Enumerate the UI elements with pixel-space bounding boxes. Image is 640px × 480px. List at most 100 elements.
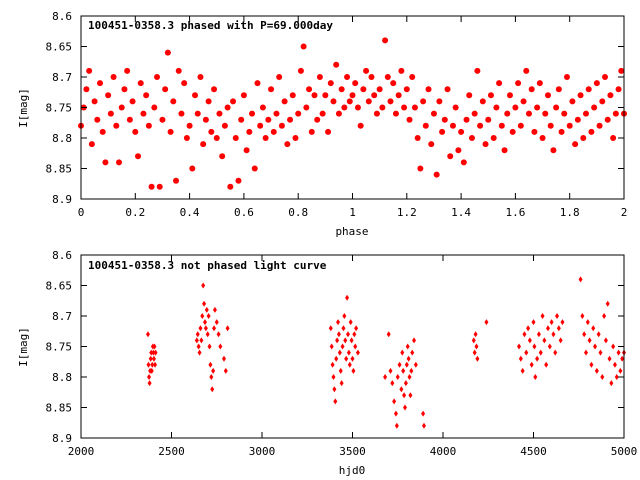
unphased-data-point xyxy=(200,313,205,319)
unphased-data-point xyxy=(209,374,214,380)
unphased-data-point xyxy=(395,374,400,380)
phased-data-point xyxy=(487,92,494,99)
unphased-data-point xyxy=(591,325,596,332)
phased-data-point xyxy=(398,67,405,74)
phased-data-point xyxy=(601,74,608,80)
phased-data-point xyxy=(175,67,182,74)
phased-data-point xyxy=(618,67,625,74)
phased-data-point xyxy=(425,86,432,93)
phased-data-point xyxy=(496,80,503,87)
phased-data-point xyxy=(135,153,142,160)
phased-data-point xyxy=(197,74,204,80)
unphased-data-point xyxy=(401,367,406,374)
unphased-data-point xyxy=(201,282,206,289)
phased-data-point xyxy=(525,110,532,117)
unphased-data-point xyxy=(383,374,388,380)
unphased-data-point xyxy=(529,361,534,368)
phased-data-point xyxy=(268,86,275,93)
phased-data-point xyxy=(200,141,207,148)
phased-data-point xyxy=(83,86,90,93)
unphased-data-point xyxy=(350,355,355,362)
phased-data-point xyxy=(607,92,614,99)
unphased-axis-ticks: 2000 2500 3000 3500 4000 4500 5000 8.6 8.65 8.7 8.… xyxy=(46,249,638,458)
unphased-x-tick-label: 3500 xyxy=(339,445,366,458)
phased-data-point xyxy=(433,171,440,178)
unphased-data-point xyxy=(589,361,594,368)
phased-y-tick-label: 8.8 xyxy=(52,132,72,145)
unphased-y-tick-label: 8.85 xyxy=(46,402,73,415)
phased-data-point xyxy=(289,92,296,99)
phased-data-point xyxy=(517,122,524,129)
phased-data-point xyxy=(170,98,177,105)
unphased-data-point xyxy=(346,349,351,356)
unphased-data-point xyxy=(196,343,201,350)
phased-x-tick-label: 1.2 xyxy=(397,206,417,219)
phased-x-tick-label: 1.8 xyxy=(560,206,580,219)
unphased-data-point xyxy=(214,319,219,326)
phased-data-point xyxy=(178,110,185,117)
phased-data-point xyxy=(447,153,454,160)
unphased-data-point xyxy=(153,349,158,356)
unphased-data-point xyxy=(560,319,565,326)
phased-data-point xyxy=(509,128,516,135)
phased-data-point xyxy=(181,80,188,87)
phased-data-point xyxy=(506,92,513,99)
phased-data-point xyxy=(504,110,511,117)
phased-data-point xyxy=(555,86,562,93)
phased-data-point xyxy=(246,128,253,135)
unphased-data-point xyxy=(337,349,342,356)
unphased-data-point xyxy=(354,325,359,332)
phased-data-point xyxy=(295,110,302,117)
unphased-data-point xyxy=(545,325,550,332)
unphased-data-point xyxy=(533,374,538,380)
phased-data-point xyxy=(251,165,258,172)
unphased-data-point xyxy=(397,361,402,368)
phased-data-point xyxy=(183,135,190,141)
phased-data-point xyxy=(102,159,109,166)
unphased-data-point xyxy=(475,355,480,362)
phased-data-point xyxy=(501,147,508,154)
phased-data-point xyxy=(287,116,294,123)
unphased-data-point xyxy=(344,355,349,362)
unphased-data-point xyxy=(146,361,151,368)
phased-data-point xyxy=(420,98,427,105)
phased-light-curve-plot: 0 0.2 0.4 0.6 0.8 1 1.2 1.4 1.6 1.8 2 8.6 8.65 8.7 8.7… xyxy=(17,10,627,238)
unphased-data-point xyxy=(199,337,204,344)
unphased-data-point xyxy=(587,337,592,344)
unphased-y-tick-label: 8.75 xyxy=(46,341,73,354)
unphased-data-point xyxy=(578,276,583,283)
phased-data-point xyxy=(379,104,386,111)
phased-data-point xyxy=(365,98,372,105)
unphased-data-point xyxy=(473,331,478,338)
phased-data-point xyxy=(485,116,492,123)
phased-data-point xyxy=(580,135,587,141)
phased-data-point xyxy=(610,135,617,141)
phased-data-point xyxy=(94,116,101,123)
unphased-data-point xyxy=(520,367,525,374)
phased-data-point xyxy=(490,135,497,141)
phased-data-point xyxy=(118,104,125,111)
unphased-data-point xyxy=(611,343,616,350)
unphased-data-point xyxy=(596,331,601,338)
unphased-data-point xyxy=(352,331,357,338)
unphased-data-point xyxy=(600,374,605,380)
phased-data-point xyxy=(566,122,573,129)
unphased-data-point xyxy=(204,306,209,313)
unphased-data-point xyxy=(151,349,156,356)
phased-data-point xyxy=(531,128,538,135)
phased-data-point xyxy=(140,110,147,117)
phased-y-tick-label: 8.75 xyxy=(46,102,73,115)
phased-data-point xyxy=(116,159,123,166)
phased-data-point xyxy=(599,98,606,105)
phased-data-point xyxy=(528,86,535,93)
unphased-data-point xyxy=(336,331,341,338)
unphased-data-point xyxy=(152,343,157,350)
unphased-data-point xyxy=(149,349,154,356)
unphased-data-point xyxy=(345,331,350,338)
unphased-data-point xyxy=(216,331,221,338)
phased-data-point xyxy=(414,135,421,141)
unphased-data-point xyxy=(618,367,623,374)
unphased-data-point xyxy=(333,398,338,405)
unphased-data-point xyxy=(386,331,391,338)
phased-data-point xyxy=(401,104,408,111)
